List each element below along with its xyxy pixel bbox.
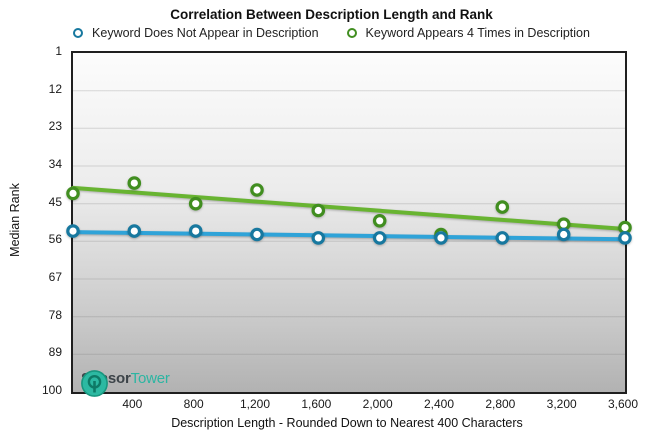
legend-label: Keyword Appears 4 Times in Description [365, 26, 590, 40]
data-point [434, 231, 448, 245]
data-point [556, 227, 571, 242]
y-tick-label: 100 [41, 383, 62, 397]
x-tick-label: 2,000 [362, 397, 393, 411]
data-point [618, 231, 632, 245]
legend-item-no-keyword: Keyword Does Not Appear in Description [73, 26, 319, 40]
trendline [71, 230, 627, 242]
data-point [188, 196, 203, 211]
x-tick-label: 3,600 [607, 397, 639, 411]
data-point [311, 203, 326, 218]
data-point [495, 231, 510, 245]
sensortower-logo: SensorTower [81, 370, 170, 397]
x-axis-title: Description Length - Rounded Down to Nea… [171, 416, 523, 430]
y-tick-label: 23 [48, 119, 62, 134]
data-point [372, 214, 387, 228]
data-point [372, 231, 387, 245]
x-tick-label: 800 [183, 397, 204, 411]
legend-label: Keyword Does Not Appear in Description [92, 26, 319, 40]
data-point [127, 224, 142, 238]
y-tick-label: 1 [55, 44, 62, 58]
y-tick-label: 56 [48, 232, 62, 247]
y-tick-label: 78 [48, 307, 62, 322]
trendline [71, 185, 627, 231]
y-tick-label: 67 [48, 270, 62, 284]
y-tick-label: 45 [48, 194, 62, 209]
legend: Keyword Does Not Appear in Description K… [0, 26, 663, 40]
sensortower-logo-icon [81, 370, 108, 397]
data-point [188, 224, 203, 238]
plot-svg [66, 90, 632, 355]
legend-marker-green-icon [346, 28, 357, 38]
data-point [66, 186, 80, 201]
legend-marker-blue-icon [73, 28, 84, 38]
legend-item-keyword-4-times: Keyword Appears 4 Times in Description [346, 26, 590, 40]
data-point [127, 176, 142, 190]
x-tick-label: 2,400 [423, 397, 455, 411]
y-tick-label: 12 [48, 81, 62, 96]
x-tick-label: 3,200 [546, 397, 577, 411]
x-tick-label: 400 [122, 397, 143, 411]
x-tick-label: 1,600 [301, 397, 332, 411]
data-point [250, 227, 264, 242]
data-point [495, 200, 510, 214]
chart-title: Correlation Between Description Length a… [170, 7, 493, 22]
data-point [250, 183, 264, 197]
data-point [311, 231, 326, 245]
plot-area: SensorTower [66, 51, 632, 397]
data-point [66, 224, 80, 238]
x-tick-label: 2,800 [485, 397, 516, 411]
y-tick-label: 34 [48, 157, 62, 171]
x-tick-label: 1,200 [239, 397, 271, 411]
logo-text-tower: Tower [130, 370, 170, 387]
y-tick-label: 89 [48, 345, 62, 360]
